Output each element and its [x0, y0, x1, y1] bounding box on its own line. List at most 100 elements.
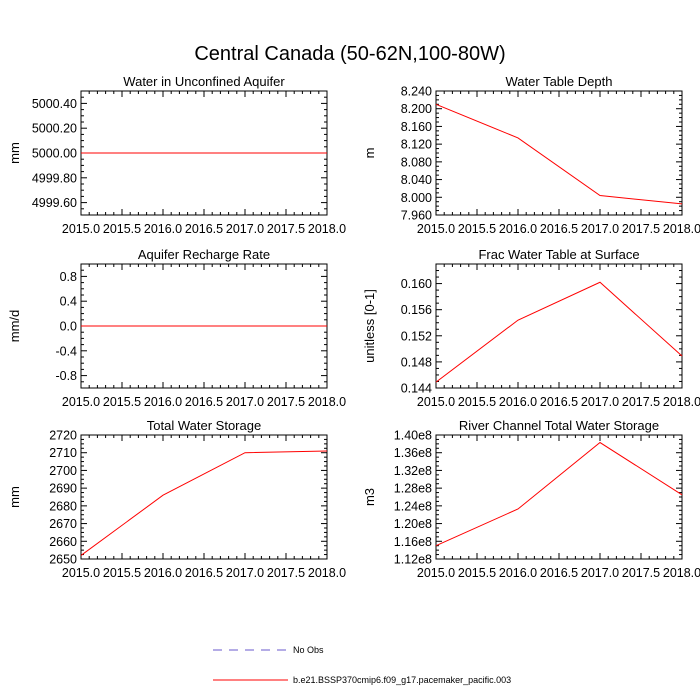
y-axis-label: mm — [7, 142, 22, 164]
y-tick-label: 1.12e8 — [394, 553, 432, 567]
chart-panel: River Channel Total Water Storage m3 2015.… — [362, 418, 700, 580]
x-tick-label: 2017.5 — [267, 222, 305, 236]
x-tick-label: 2017.5 — [622, 566, 660, 580]
y-tick-label: 8.200 — [401, 102, 432, 116]
x-tick-label: 2017.5 — [622, 222, 660, 236]
panel-title: Aquifer Recharge Rate — [138, 247, 270, 262]
y-tick-label: 0.156 — [401, 303, 432, 317]
y-tick-label: 2690 — [49, 482, 77, 496]
x-tick-label: 2018.0 — [663, 566, 700, 580]
plot-frame — [435, 263, 683, 389]
x-tick-label: 2015.5 — [103, 566, 141, 580]
panel-title: Water in Unconfined Aquifer — [123, 74, 285, 89]
x-tick-label: 2017.0 — [226, 395, 264, 409]
y-tick-label: 0.148 — [401, 355, 432, 369]
x-tick-label: 2017.5 — [267, 566, 305, 580]
x-tick-label: 2016.5 — [540, 395, 578, 409]
y-axis-label: mm — [7, 486, 22, 508]
y-tick-label: 7.960 — [401, 209, 432, 223]
x-tick-label: 2018.0 — [308, 395, 346, 409]
x-tick-label: 2015.0 — [417, 566, 455, 580]
y-tick-label: 1.20e8 — [394, 517, 432, 531]
series-line — [435, 103, 683, 205]
x-tick-label: 2016.0 — [144, 566, 182, 580]
y-tick-label: 8.120 — [401, 138, 432, 152]
plot-frame — [435, 434, 683, 560]
x-tick-label: 2015.5 — [458, 566, 496, 580]
x-tick-label: 2016.0 — [499, 222, 537, 236]
chart-panel: Frac Water Table at Surface unitless [0-1… — [362, 247, 700, 409]
y-tick-label: 2680 — [49, 499, 77, 513]
x-tick-label: 2017.0 — [226, 222, 264, 236]
panel-title: Frac Water Table at Surface — [478, 247, 639, 262]
y-tick-label: 5000.40 — [32, 97, 77, 111]
x-tick-label: 2016.5 — [540, 566, 578, 580]
x-tick-label: 2015.0 — [62, 395, 100, 409]
chart-panel: Aquifer Recharge Rate mm/d 2015.0 2015.5 201… — [7, 247, 346, 409]
x-tick-label: 2016.0 — [144, 222, 182, 236]
x-tick-label: 2016.0 — [499, 566, 537, 580]
y-tick-label: 5000.20 — [32, 122, 77, 136]
x-tick-label: 2017.5 — [622, 395, 660, 409]
y-tick-label: 8.040 — [401, 173, 432, 187]
y-tick-label: 2710 — [49, 446, 77, 460]
legend-label: No Obs — [293, 645, 324, 655]
x-tick-label: 2016.5 — [185, 566, 223, 580]
x-tick-label: 2016.5 — [185, 222, 223, 236]
x-tick-label: 2017.0 — [581, 222, 619, 236]
x-tick-label: 2016.0 — [499, 395, 537, 409]
y-tick-label: 2660 — [49, 535, 77, 549]
y-axis-label: mm/d — [7, 310, 22, 343]
y-tick-label: 5000.00 — [32, 147, 77, 161]
y-tick-label: 0.144 — [401, 382, 432, 396]
x-tick-label: 2015.0 — [417, 222, 455, 236]
y-axis-label: m3 — [362, 488, 377, 506]
series-line — [435, 441, 683, 547]
y-tick-label: 1.16e8 — [394, 535, 432, 549]
x-tick-label: 2016.5 — [540, 222, 578, 236]
y-tick-label: 2720 — [49, 429, 77, 443]
x-tick-label: 2015.5 — [458, 395, 496, 409]
y-tick-label: 4999.60 — [32, 196, 77, 210]
y-tick-label: 1.24e8 — [394, 499, 432, 513]
y-tick-label: -0.4 — [55, 344, 77, 358]
x-tick-label: 2018.0 — [308, 222, 346, 236]
x-tick-label: 2015.5 — [103, 222, 141, 236]
x-tick-label: 2018.0 — [308, 566, 346, 580]
x-tick-label: 2015.0 — [62, 222, 100, 236]
y-tick-label: 0.8 — [60, 270, 77, 284]
y-tick-label: 2670 — [49, 517, 77, 531]
chart-panel: Water Table Depth m 2015.0 2015.5 2016.0 2016… — [362, 74, 700, 236]
x-tick-label: 2015.5 — [103, 395, 141, 409]
y-tick-label: 0.160 — [401, 277, 432, 291]
y-tick-label: 8.000 — [401, 191, 432, 205]
y-tick-label: 2700 — [49, 464, 77, 478]
y-tick-label: 4999.80 — [32, 171, 77, 185]
panel-title: River Channel Total Water Storage — [459, 418, 659, 433]
x-tick-label: 2017.5 — [267, 395, 305, 409]
y-tick-label: 1.32e8 — [394, 464, 432, 478]
series-line — [80, 450, 328, 556]
y-tick-label: 0.0 — [60, 320, 77, 334]
y-tick-label: 0.152 — [401, 329, 432, 343]
panel-title: Total Water Storage — [147, 418, 261, 433]
y-axis-label: unitless [0-1] — [362, 289, 377, 363]
x-tick-label: 2017.0 — [226, 566, 264, 580]
plot-frame — [435, 90, 683, 216]
y-axis-label: m — [362, 148, 377, 159]
legend: No Obs b.e21.BSSP370cmip6.f09_g17.pacemak… — [213, 645, 511, 685]
y-tick-label: 1.40e8 — [394, 429, 432, 443]
chart-panel: Water in Unconfined Aquifer mm 2015.0 2015.… — [7, 74, 346, 236]
x-tick-label: 2016.5 — [185, 395, 223, 409]
panel-title: Water Table Depth — [506, 74, 613, 89]
x-tick-label: 2017.0 — [581, 566, 619, 580]
y-tick-label: 1.28e8 — [394, 482, 432, 496]
y-tick-label: 0.4 — [60, 295, 77, 309]
y-tick-label: 8.160 — [401, 120, 432, 134]
y-tick-label: 2650 — [49, 553, 77, 567]
y-tick-label: 8.240 — [401, 85, 432, 99]
x-tick-label: 2018.0 — [663, 395, 700, 409]
